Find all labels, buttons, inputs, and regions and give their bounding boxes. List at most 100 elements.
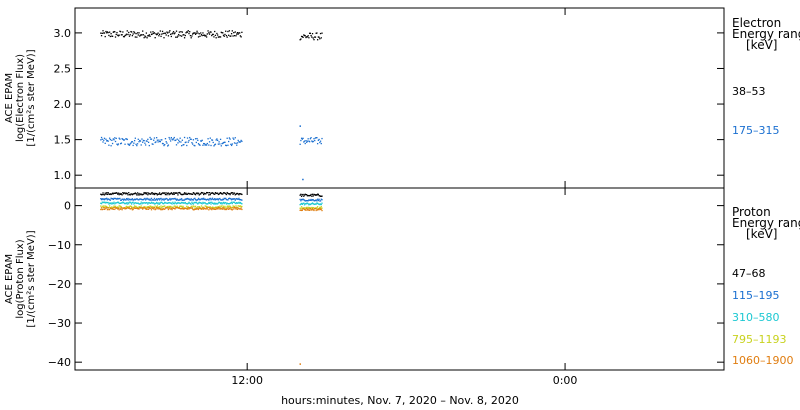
data-point <box>131 203 133 205</box>
data-point <box>208 207 211 209</box>
data-point <box>132 193 134 195</box>
data-point <box>144 205 146 208</box>
series-38–53 <box>100 30 323 41</box>
data-point <box>319 203 321 206</box>
data-point <box>177 199 179 201</box>
data-point <box>186 31 188 33</box>
data-point <box>129 143 131 145</box>
data-point <box>176 202 178 205</box>
data-point <box>136 194 138 196</box>
data-point <box>153 208 155 210</box>
data-point <box>137 208 139 210</box>
data-point <box>141 203 143 205</box>
data-point <box>103 206 106 209</box>
data-point <box>228 208 231 210</box>
data-point <box>303 140 306 142</box>
data-point <box>186 137 189 139</box>
data-point <box>197 139 199 142</box>
data-point <box>111 208 113 210</box>
data-point <box>129 194 131 196</box>
data-point <box>108 144 110 146</box>
data-point <box>200 193 202 195</box>
data-point <box>150 199 152 201</box>
data-point <box>237 205 239 207</box>
y-tick-label: −20 <box>48 278 71 291</box>
data-point <box>103 201 105 203</box>
data-point <box>122 201 124 203</box>
data-point <box>178 202 180 204</box>
data-point <box>318 138 320 141</box>
data-point <box>164 143 166 146</box>
data-point <box>196 30 198 32</box>
data-point <box>303 34 305 36</box>
data-point <box>101 201 103 203</box>
x-axis-label: hours:minutes, Nov. 7, 2020 – Nov. 8, 20… <box>281 394 519 407</box>
data-point <box>109 207 112 209</box>
data-point <box>190 198 192 200</box>
data-point <box>168 193 170 196</box>
data-point <box>128 206 131 208</box>
data-point <box>156 205 159 207</box>
data-point <box>103 206 105 209</box>
data-point <box>186 202 188 205</box>
data-point <box>118 209 120 211</box>
data-point <box>171 138 173 140</box>
data-point <box>137 194 139 196</box>
data-point <box>216 198 219 200</box>
data-point <box>212 198 214 201</box>
data-point <box>166 31 168 33</box>
data-point <box>118 34 120 36</box>
data-point <box>181 31 184 33</box>
data-point <box>314 203 317 205</box>
data-point <box>151 206 153 208</box>
data-point <box>122 207 125 209</box>
data-point <box>233 206 236 209</box>
data-point <box>130 142 132 144</box>
data-point <box>118 194 120 196</box>
data-point <box>226 36 228 38</box>
data-point <box>213 36 215 38</box>
data-point <box>164 198 167 200</box>
data-point <box>221 32 223 34</box>
data-point <box>146 197 148 200</box>
data-point <box>321 195 323 197</box>
data-point <box>127 205 129 208</box>
data-point <box>197 198 199 201</box>
data-point <box>145 32 148 34</box>
data-point <box>143 206 145 208</box>
data-point <box>241 208 243 211</box>
data-point <box>108 203 110 205</box>
data-point <box>103 201 106 203</box>
data-point <box>190 138 192 140</box>
data-point <box>138 192 140 195</box>
data-point <box>203 202 206 204</box>
data-point <box>166 202 168 204</box>
data-point <box>179 137 181 139</box>
data-point <box>319 38 321 40</box>
data-point <box>139 140 142 142</box>
data-point <box>108 34 110 37</box>
data-point <box>311 193 314 195</box>
data-point <box>102 208 104 210</box>
data-point <box>217 206 220 208</box>
data-point <box>196 202 198 204</box>
data-point <box>114 197 116 200</box>
data-point <box>205 202 207 205</box>
data-point <box>203 208 205 210</box>
data-point <box>210 207 212 209</box>
data-point <box>311 140 313 142</box>
data-point <box>167 192 170 194</box>
data-point <box>300 200 302 202</box>
data-point <box>179 202 181 205</box>
data-point <box>201 207 203 209</box>
data-point <box>158 139 160 141</box>
data-point <box>237 198 239 201</box>
data-point <box>141 34 143 36</box>
data-point <box>156 201 158 204</box>
data-point <box>241 203 243 205</box>
data-point <box>161 142 164 145</box>
data-point <box>181 206 184 208</box>
data-point <box>104 35 106 38</box>
data-point <box>117 201 120 204</box>
